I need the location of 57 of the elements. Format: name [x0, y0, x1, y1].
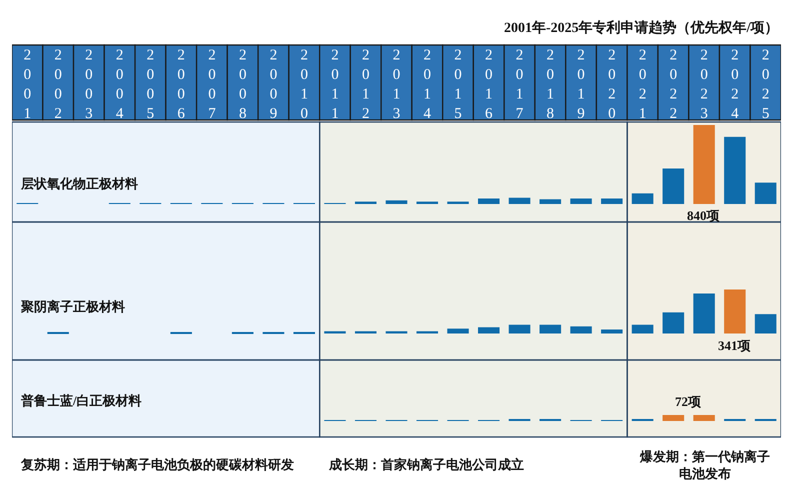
x-tick-label: 2004: [116, 48, 124, 122]
chart-title: 2001年-2025年专利申请趋势（优先权年/项）: [504, 19, 779, 36]
data-label: 840项: [687, 208, 720, 223]
bar: [508, 324, 530, 334]
x-tick-label: 2024: [731, 48, 740, 122]
x-tick-label: 2005: [146, 48, 154, 122]
x-tick-label: 2025: [762, 48, 770, 122]
data-label: 72项: [675, 394, 702, 409]
x-tick-label: 2019: [577, 48, 585, 122]
x-tick-label: 2013: [392, 48, 400, 122]
band-label: 复苏期：适用于钠离子电池负极的硬碳材料研发: [20, 457, 294, 472]
x-tick-label: 2008: [238, 48, 246, 122]
bar: [540, 324, 562, 334]
bar: [601, 198, 623, 204]
bar: [662, 312, 684, 334]
bar: [540, 199, 562, 204]
x-tick-label: 2007: [208, 48, 216, 122]
bar: [601, 330, 623, 334]
y-axis-title: 层状氧化物正极材料: [20, 176, 138, 191]
x-tick-label: 2016: [485, 48, 494, 122]
x-tick-label: 2011: [331, 48, 339, 122]
x-tick-label: 2021: [638, 48, 646, 122]
x-tick-label: 2010: [300, 48, 308, 122]
bar: [632, 324, 654, 334]
bar: [724, 290, 746, 334]
bar: [570, 198, 592, 204]
bar: [754, 182, 776, 204]
bar: [724, 136, 746, 204]
x-tick-label: 2017: [516, 48, 524, 122]
bar: [478, 327, 500, 334]
x-tick-label: 2009: [270, 48, 278, 122]
bar: [632, 193, 654, 204]
bar: [754, 314, 776, 334]
bar: [478, 198, 500, 204]
x-tick-label: 2018: [546, 48, 554, 122]
y-axis-title: 聚阴离子正极材料: [20, 299, 125, 314]
data-label: 341项: [718, 338, 752, 353]
bar: [386, 200, 408, 204]
y-axis-title: 普鲁士蓝/白正极材料: [20, 393, 142, 408]
bar: [508, 198, 530, 204]
x-tick-label: 2015: [454, 48, 462, 122]
band-label: 爆发期：第一代钠离子电池发布: [639, 449, 770, 481]
x-tick-label: 2020: [608, 48, 616, 122]
x-tick-label: 2006: [177, 48, 186, 122]
bar: [570, 326, 592, 334]
band-label: 成长期：首家钠离子电池公司成立: [328, 457, 524, 472]
bar: [693, 125, 715, 204]
bar: [693, 294, 715, 334]
x-tick-label: 2002: [54, 48, 62, 122]
bar: [662, 168, 684, 204]
x-tick-label: 2012: [362, 48, 370, 122]
x-tick-label: 2023: [700, 48, 708, 122]
x-tick-label: 2022: [670, 48, 678, 122]
x-tick-label: 2001: [24, 48, 32, 122]
x-tick-label: 2003: [85, 48, 93, 122]
bar: [447, 328, 469, 334]
x-tick-label: 2014: [424, 48, 432, 122]
